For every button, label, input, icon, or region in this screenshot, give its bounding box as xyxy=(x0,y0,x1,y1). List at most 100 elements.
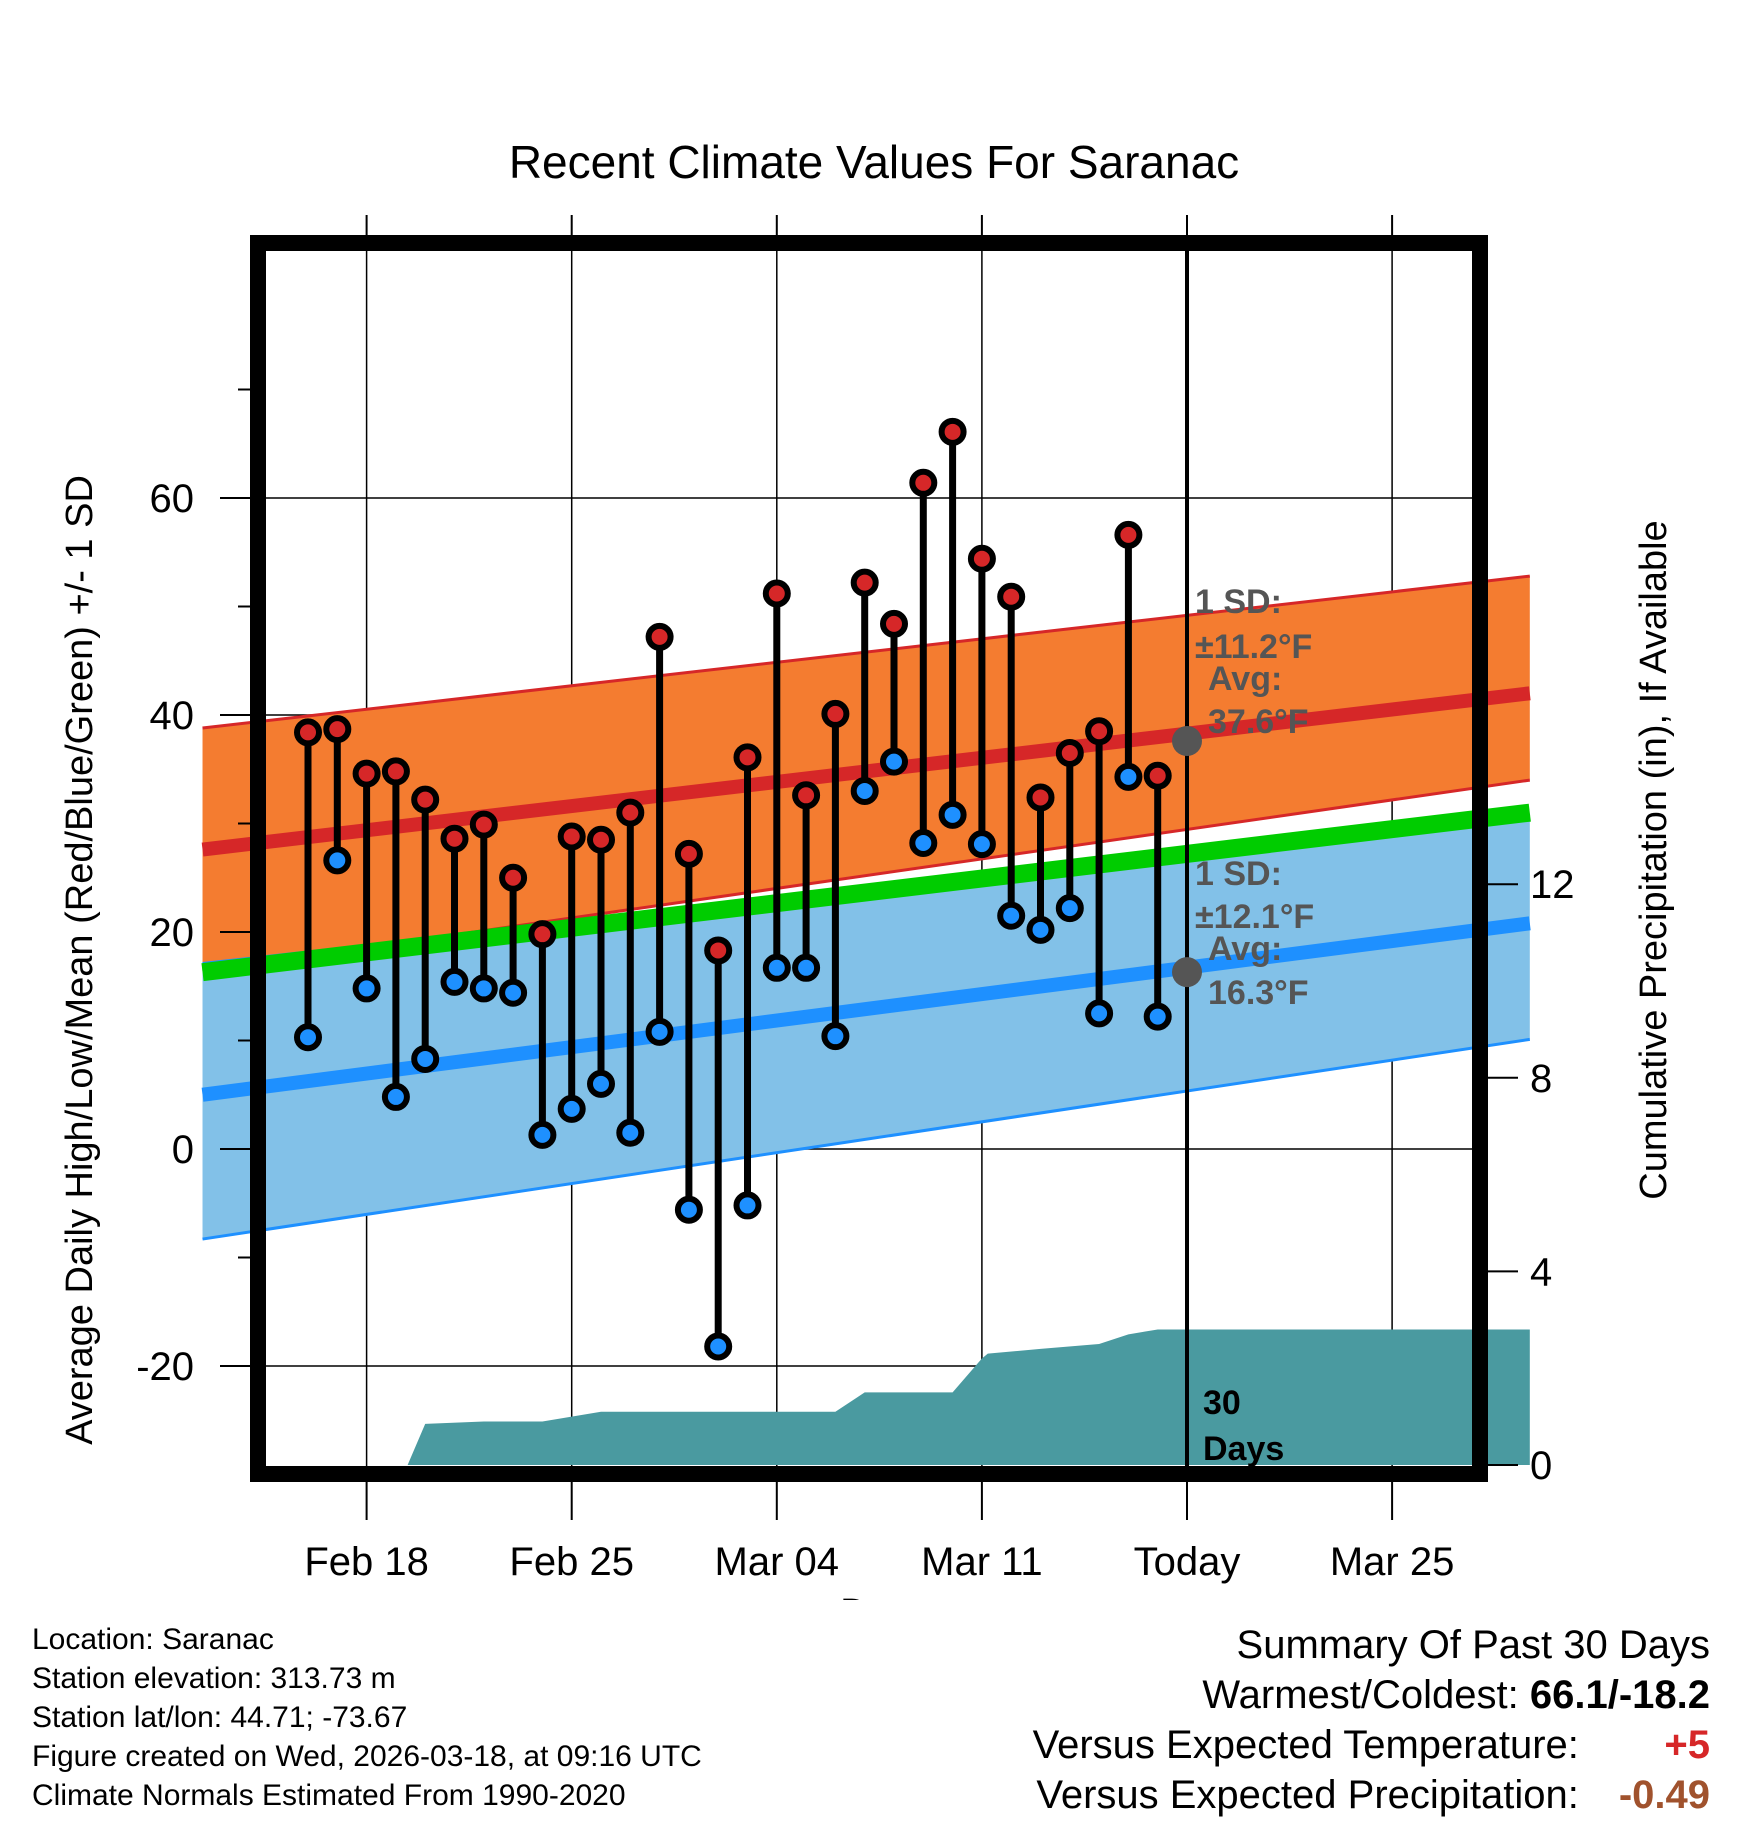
today-low-avg-marker xyxy=(1172,957,1202,988)
x-axis-label: Day xyxy=(840,1592,908,1600)
y-tick-label: -20 xyxy=(136,1345,194,1389)
daily-low-point xyxy=(674,1195,703,1224)
y2-tick-label: 12 xyxy=(1530,863,1575,907)
daily-high-point xyxy=(352,759,381,788)
daily-high-point xyxy=(674,839,703,868)
tick-layer: Feb 18 Feb 25 Mar 04 Mar 11 Today Mar 25 -20 0 2… xyxy=(136,215,1575,1584)
daily-low-point xyxy=(792,953,821,982)
daily-range-layer xyxy=(294,417,1172,1361)
daily-high-point xyxy=(938,417,967,446)
daily-low-point xyxy=(762,953,791,982)
summary-panel: Summary Of Past 30 Days Warmest/Coldest:… xyxy=(1033,1620,1710,1820)
daily-high-point xyxy=(967,544,996,573)
daily-low-point xyxy=(440,967,469,996)
daily-high-point xyxy=(1114,520,1143,549)
y-axis-label: Average Daily High/Low/Mean (Red/Blue/Gr… xyxy=(59,475,101,1445)
frame-layer xyxy=(250,235,1488,1482)
daily-high-point xyxy=(440,824,469,853)
daily-high-point xyxy=(792,781,821,810)
x-tick-label: Mar 25 xyxy=(1330,1540,1455,1584)
daily-high-point xyxy=(821,699,850,728)
daily-low-point xyxy=(469,974,498,1003)
daily-high-point xyxy=(850,568,879,597)
period-number: 30 xyxy=(1203,1384,1241,1422)
climate-chart: Recent Climate Values For Saranac Averag… xyxy=(59,136,1675,1600)
daily-high-point xyxy=(381,757,410,786)
daily-low-point xyxy=(411,1044,440,1073)
daily-low-point xyxy=(381,1082,410,1111)
low-sd-label: 1 SD: xyxy=(1195,855,1282,893)
daily-high-point xyxy=(411,785,440,814)
y2-tick-label: 8 xyxy=(1530,1057,1552,1101)
daily-low-point xyxy=(352,974,381,1003)
daily-low-point xyxy=(1085,999,1114,1028)
daily-high-point xyxy=(880,609,908,638)
warm-cold-label: Warmest/Coldest: xyxy=(1202,1673,1519,1717)
station-info: Location: Saranac Station elevation: 313… xyxy=(32,1620,702,1815)
warm-cold-value: 66.1/-18.2 xyxy=(1529,1673,1710,1717)
daily-low-point xyxy=(880,747,908,776)
daily-high-point xyxy=(528,920,557,949)
low-avg-value: 16.3°F xyxy=(1208,974,1309,1012)
daily-low-point xyxy=(850,776,879,805)
daily-low-point xyxy=(323,846,352,875)
daily-low-point xyxy=(528,1120,557,1149)
daily-low-point xyxy=(499,978,528,1007)
daily-low-point xyxy=(967,830,996,859)
daily-low-point xyxy=(1143,1002,1172,1031)
warm-cold-row: Warmest/Coldest: 66.1/-18.2 xyxy=(1033,1670,1710,1720)
daily-high-point xyxy=(1085,717,1114,746)
temp-departure-value: +5 xyxy=(1664,1723,1710,1767)
y2-tick-label: 4 xyxy=(1530,1250,1552,1294)
chart-title: Recent Climate Values For Saranac xyxy=(509,136,1239,188)
daily-high-point xyxy=(1143,761,1172,790)
high-sd-value: ±11.2°F xyxy=(1195,628,1312,666)
precip-departure-label: Versus Expected Precipitation: xyxy=(1036,1773,1579,1817)
daily-high-point xyxy=(587,825,615,854)
normals-text: Climate Normals Estimated From 1990-2020 xyxy=(32,1779,626,1812)
daily-high-point xyxy=(616,798,645,827)
x-tick-label: Mar 11 xyxy=(921,1540,1043,1584)
daily-low-point xyxy=(1114,762,1143,791)
y-tick-label: 60 xyxy=(150,477,195,521)
normal-low-lower-edge xyxy=(202,1037,1531,1241)
y-tick-label: 40 xyxy=(150,694,195,738)
daily-high-point xyxy=(469,810,498,839)
daily-low-point xyxy=(587,1069,615,1098)
daily-high-point xyxy=(762,579,791,608)
temp-departure-row: Versus Expected Temperature: +5 xyxy=(1033,1720,1710,1770)
y-tick-label: 20 xyxy=(150,911,195,955)
daily-high-point xyxy=(733,743,762,772)
daily-low-point xyxy=(997,901,1026,930)
x-tick-label: Feb 18 xyxy=(304,1540,429,1584)
daily-high-point xyxy=(1026,783,1055,812)
daily-low-point xyxy=(733,1191,762,1220)
daily-low-point xyxy=(1026,915,1055,944)
x-tick-label: Feb 25 xyxy=(509,1540,634,1584)
daily-high-point xyxy=(1055,738,1084,767)
cumulative-precip-area xyxy=(337,1329,1530,1465)
summary-heading: Summary Of Past 30 Days xyxy=(1236,1623,1710,1667)
daily-low-point xyxy=(557,1094,586,1123)
high-sd-label: 1 SD: xyxy=(1195,583,1282,621)
plot-frame xyxy=(250,235,1488,1482)
daily-low-point xyxy=(821,1022,850,1051)
daily-high-point xyxy=(997,582,1026,611)
high-avg-value: 37.6°F xyxy=(1208,703,1309,741)
daily-high-point xyxy=(909,468,938,497)
daily-high-point xyxy=(294,718,322,747)
precip-departure-row: Versus Expected Precipitation: -0.49 xyxy=(1033,1770,1710,1820)
y2-tick-label: 0 xyxy=(1530,1444,1552,1488)
precip-departure-value: -0.49 xyxy=(1618,1773,1710,1817)
location-text: Location: Saranac xyxy=(32,1623,274,1656)
daily-high-point xyxy=(704,936,733,965)
daily-high-point xyxy=(499,863,528,892)
daily-low-point xyxy=(645,1017,674,1046)
created-text: Figure created on Wed, 2026-03-18, at 09… xyxy=(32,1740,702,1773)
daily-low-point xyxy=(704,1332,733,1361)
today-high-avg-marker xyxy=(1172,726,1202,757)
x-tick-label: Today xyxy=(1134,1540,1241,1584)
period-unit: Days xyxy=(1203,1430,1284,1468)
daily-high-point xyxy=(557,822,586,851)
